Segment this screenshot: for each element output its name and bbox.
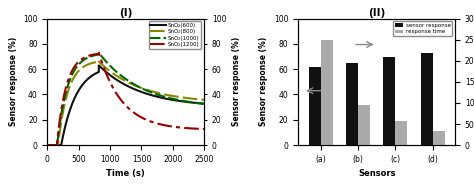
Bar [433, 131, 445, 145]
Title: (I): (I) [119, 8, 132, 18]
Bar [421, 53, 433, 145]
Bar [358, 105, 370, 145]
Bar [309, 67, 320, 145]
Bar [395, 121, 407, 145]
Bar [383, 57, 395, 145]
Bar [320, 40, 333, 145]
X-axis label: Sensors: Sensors [358, 169, 395, 178]
Y-axis label: Sensor response (%): Sensor response (%) [9, 37, 18, 126]
Bar [346, 63, 358, 145]
X-axis label: Time (s): Time (s) [107, 169, 145, 178]
Legend: sensor response, response time: sensor response, response time [393, 21, 452, 36]
Title: (II): (II) [368, 8, 385, 18]
Y-axis label: Sensor response (%): Sensor response (%) [259, 37, 268, 126]
Y-axis label: Sensor response (%): Sensor response (%) [232, 37, 241, 126]
Legend: SnO₂(600), SnO₂(800), SnO₂(1000), SnO₂(1200): SnO₂(600), SnO₂(800), SnO₂(1000), SnO₂(1… [149, 21, 201, 49]
